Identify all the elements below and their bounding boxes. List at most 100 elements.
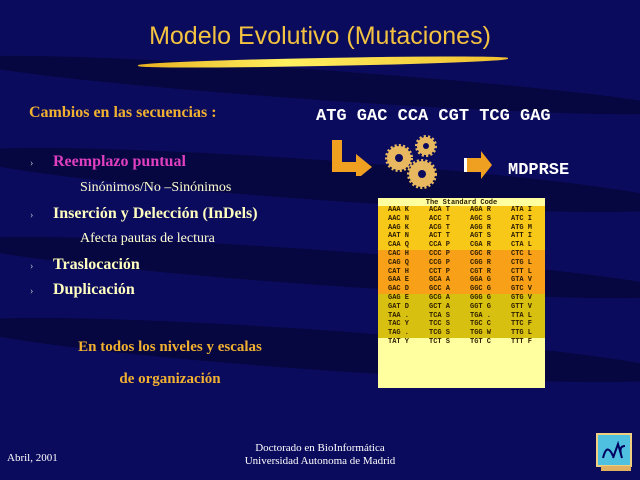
sub-sinonimos: Sinónimos/No –Sinónimos (80, 180, 232, 195)
bullet-icon: › (30, 286, 34, 297)
sub-pautas: Afecta pautas de lectura (80, 231, 215, 246)
codon-cell: GCA A (429, 276, 451, 285)
codon-cell: GGA G (470, 276, 492, 285)
codon-cell: ACC T (429, 214, 451, 223)
logo-dac (596, 433, 632, 471)
codon-cell: CGA R (470, 241, 492, 250)
table-row: GAG E GCG A GGG G GTG V (378, 293, 545, 303)
codon-cell: CAA Q (388, 241, 410, 250)
codon-cell: GTT V (511, 302, 533, 311)
codon-cell: CGC R (470, 249, 492, 258)
arrow-right-icon (464, 151, 492, 179)
title-underline (137, 54, 509, 70)
codon-cell: ATC I (511, 214, 533, 223)
codon-cell: TTT F (511, 337, 533, 346)
table-row: TAT Y TCT S TGT C TTT F (378, 337, 545, 347)
codon-cell: AAC N (388, 214, 410, 223)
codon-cell: TGC C (470, 320, 492, 329)
table-row: AAC N ACC T AGC S ATC I (378, 214, 545, 224)
protein-sequence: MDPRSE (508, 161, 570, 180)
slide-title: Modelo Evolutivo (Mutaciones) (149, 22, 491, 50)
codon-cell: AGC S (470, 214, 492, 223)
codon-cell: AAA K (388, 206, 410, 214)
codon-cell: ACG T (429, 223, 451, 232)
bullet-icon: › (30, 210, 34, 221)
table-row: CAA Q CCA P CGA R CTA L (378, 241, 545, 250)
table-row: CAC H CCC P CGC R CTC L (378, 249, 545, 259)
codon-cell: TGA . (470, 311, 492, 320)
codon-cell: CTT L (511, 267, 533, 276)
codon-cell: CGT R (470, 267, 492, 276)
codon-cell: CTC L (511, 249, 533, 258)
codon-cell: AAG K (388, 223, 410, 232)
bullet-icon: › (30, 158, 34, 169)
table-row: GAC D GCC A GGC G GTC V (378, 285, 545, 294)
bullet-icon: › (30, 261, 34, 272)
codon-cell: CTG L (511, 258, 533, 267)
codon-cell: CCG P (429, 258, 451, 267)
codon-cell: TCG S (429, 329, 451, 338)
dna-sequence: ATG GAC CCA CGT TCG GAG (316, 107, 551, 126)
genetic-code-table: The Standard Code AAA K ACA T AGA R ATA I AA… (378, 198, 545, 388)
footer-date: Abril, 2001 (7, 452, 58, 464)
bullet-traslocacion: Traslocación (53, 256, 140, 273)
codon-cell: GAC D (388, 285, 410, 294)
codon-cell: GAA E (388, 276, 410, 285)
codon-cell: GTA V (511, 276, 533, 285)
codon-cell: CAG Q (388, 258, 410, 267)
codon-cell: GAT D (388, 302, 410, 311)
codon-cell: TAC Y (388, 320, 410, 329)
codon-cell: GCT A (429, 302, 451, 311)
codon-cell: ATA I (511, 206, 533, 214)
codon-cell: TGT C (470, 337, 492, 346)
codon-cell: CAC H (388, 249, 410, 258)
codon-cell: AGG R (470, 223, 492, 232)
codon-cell: CCC P (429, 249, 451, 258)
codon-cell: TAG . (388, 329, 410, 338)
codon-cell: TCA S (429, 311, 451, 320)
codon-cell: GCC A (429, 285, 451, 294)
table-row: CAT H CCT P CGT R CTT L (378, 267, 545, 277)
table-row: GAA E GCA A GGA G GTA V (378, 276, 545, 286)
table-row: TAC Y TCC S TGC C TTC F (378, 320, 545, 330)
codon-cell: TTC F (511, 320, 533, 329)
table-row: GAT D GCT A GGT G GTT V (378, 302, 545, 312)
codon-cell: CAT H (388, 267, 410, 276)
bullet-indels: Inserción y Delección (InDels) (53, 205, 258, 222)
codon-cell: GTG V (511, 293, 533, 302)
table-row: AAA K ACA T AGA R ATA I (378, 206, 545, 215)
table-row: TAG . TCG S TGG W TTG L (378, 329, 545, 338)
codon-cell: AGA R (470, 206, 492, 214)
codon-cell: GGT G (470, 302, 492, 311)
table-row: CAG Q CCG P CGG R CTG L (378, 258, 545, 268)
section-heading: Cambios en las secuencias : (29, 104, 217, 121)
bullet-duplicacion: Duplicación (53, 281, 135, 298)
footer-line-1: Doctorado en BioInformática (255, 442, 385, 454)
codon-cell: CCA P (429, 241, 451, 250)
codon-cell: ATG M (511, 223, 533, 232)
codon-cell: TGG W (470, 329, 492, 338)
codon-cell: TAT Y (388, 337, 410, 346)
gears-icon (385, 135, 437, 189)
bullet-reemplazo: Reemplazo puntual (53, 153, 186, 170)
codon-cell: CGG R (470, 258, 492, 267)
codon-cell: GGG G (470, 293, 492, 302)
footer-line-2: Universidad Autonoma de Madrid (244, 455, 396, 467)
codon-cell: TTG L (511, 329, 533, 338)
table-row: AAT N ACT T AGT S ATT I (378, 232, 545, 242)
codon-cell: GAG E (388, 293, 410, 302)
codon-cell: AAT N (388, 232, 410, 241)
table-title: The Standard Code (425, 199, 498, 207)
codon-cell: ATT I (511, 232, 533, 241)
codon-cell: CTA L (511, 241, 533, 250)
codon-cell: ACT T (429, 232, 451, 241)
codon-cell: GTC V (511, 285, 533, 294)
codon-cell: TCT S (429, 337, 451, 346)
footer-institution: Doctorado en BioInformática Universidad … (0, 442, 640, 468)
codon-cell: GCG A (429, 293, 451, 302)
table-row: TAA . TCA S TGA . TTA L (378, 311, 545, 321)
codon-cell: TCC S (429, 320, 451, 329)
table-row: AAG K ACG T AGG R ATG M (378, 223, 545, 233)
summary-line-1: En todos los niveles y escalas (78, 339, 262, 355)
arrow-bent-icon (332, 140, 372, 176)
